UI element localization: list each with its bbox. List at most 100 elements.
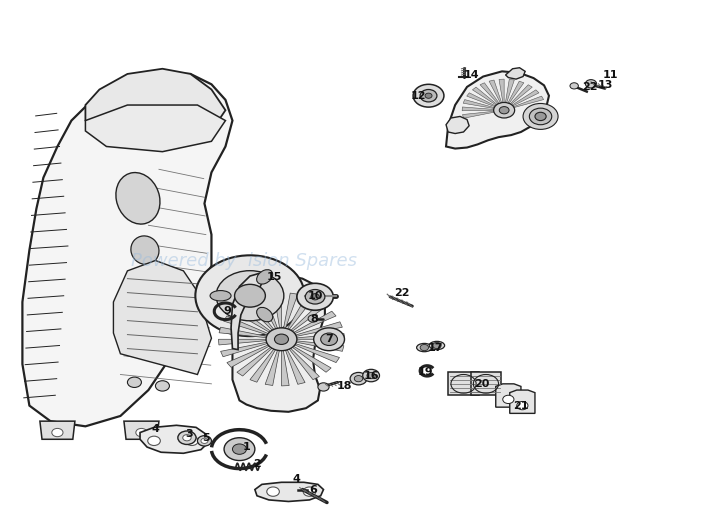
Circle shape [311, 294, 319, 300]
Circle shape [52, 428, 63, 437]
Polygon shape [292, 346, 331, 372]
Ellipse shape [257, 270, 273, 284]
Circle shape [235, 284, 265, 307]
Circle shape [303, 487, 316, 497]
Text: 21: 21 [513, 401, 529, 411]
Polygon shape [510, 390, 535, 413]
Circle shape [266, 328, 297, 351]
Polygon shape [505, 79, 515, 103]
Text: Powered by  ision Spares: Powered by ision Spares [131, 252, 357, 270]
Circle shape [420, 90, 437, 102]
Circle shape [297, 283, 333, 310]
Circle shape [216, 271, 284, 321]
Text: 6: 6 [309, 485, 317, 494]
Circle shape [148, 436, 160, 445]
Text: 15: 15 [266, 272, 282, 282]
Polygon shape [446, 71, 549, 148]
Polygon shape [467, 93, 496, 107]
Polygon shape [496, 384, 521, 407]
Circle shape [224, 438, 255, 461]
Text: 22: 22 [394, 288, 410, 297]
Circle shape [266, 487, 279, 497]
Circle shape [494, 103, 515, 118]
Circle shape [354, 376, 363, 382]
Polygon shape [505, 68, 525, 79]
Circle shape [233, 444, 247, 454]
Polygon shape [221, 342, 267, 357]
Circle shape [367, 373, 375, 379]
Text: 7: 7 [325, 334, 333, 344]
Polygon shape [219, 327, 266, 338]
Circle shape [195, 255, 304, 336]
Circle shape [305, 290, 325, 304]
Polygon shape [285, 350, 305, 384]
Polygon shape [480, 83, 499, 104]
Text: 22: 22 [582, 82, 598, 92]
Text: 20: 20 [474, 379, 489, 389]
Circle shape [183, 435, 191, 441]
Text: 8: 8 [311, 314, 318, 324]
Polygon shape [462, 107, 494, 111]
Polygon shape [472, 87, 497, 105]
Polygon shape [281, 351, 289, 386]
Ellipse shape [430, 341, 444, 350]
Polygon shape [513, 96, 543, 107]
Circle shape [517, 402, 528, 410]
Text: 13: 13 [598, 80, 613, 90]
Circle shape [503, 395, 514, 404]
Polygon shape [463, 111, 494, 118]
Circle shape [186, 436, 198, 445]
Text: 1: 1 [243, 442, 250, 452]
Circle shape [274, 334, 288, 344]
Polygon shape [446, 116, 469, 133]
Polygon shape [273, 293, 281, 328]
Polygon shape [124, 421, 159, 439]
Text: 16: 16 [363, 370, 379, 380]
Polygon shape [86, 69, 226, 146]
Circle shape [314, 328, 344, 351]
Polygon shape [297, 341, 344, 351]
Circle shape [198, 436, 212, 446]
Text: 4: 4 [152, 424, 160, 434]
Circle shape [363, 369, 380, 382]
Polygon shape [219, 339, 266, 345]
Text: 19: 19 [418, 367, 434, 377]
Circle shape [420, 344, 429, 351]
Circle shape [499, 107, 509, 114]
Ellipse shape [210, 291, 231, 301]
Circle shape [321, 333, 337, 345]
Polygon shape [289, 349, 319, 380]
Text: 14: 14 [464, 70, 479, 80]
Polygon shape [463, 100, 494, 108]
Polygon shape [499, 79, 504, 103]
Text: 18: 18 [337, 381, 352, 391]
Circle shape [308, 315, 318, 322]
Polygon shape [250, 349, 276, 382]
Polygon shape [233, 275, 325, 412]
Text: 2: 2 [253, 458, 261, 469]
Circle shape [523, 104, 558, 129]
Circle shape [433, 342, 441, 349]
Circle shape [350, 373, 367, 385]
Polygon shape [265, 350, 279, 386]
Text: 10: 10 [307, 291, 323, 301]
Circle shape [535, 113, 546, 120]
Polygon shape [283, 293, 298, 328]
Ellipse shape [257, 307, 273, 322]
Polygon shape [224, 316, 268, 335]
Polygon shape [232, 306, 271, 332]
Polygon shape [227, 345, 269, 367]
Text: 5: 5 [202, 433, 209, 443]
Text: 9: 9 [223, 306, 231, 316]
Polygon shape [489, 80, 502, 103]
Circle shape [586, 80, 597, 88]
Circle shape [318, 383, 329, 391]
Ellipse shape [116, 172, 160, 224]
Text: 11: 11 [603, 70, 619, 80]
Polygon shape [22, 74, 233, 426]
Polygon shape [113, 260, 212, 375]
Circle shape [425, 93, 432, 98]
Polygon shape [512, 90, 539, 106]
Circle shape [178, 431, 196, 444]
Polygon shape [470, 373, 501, 395]
